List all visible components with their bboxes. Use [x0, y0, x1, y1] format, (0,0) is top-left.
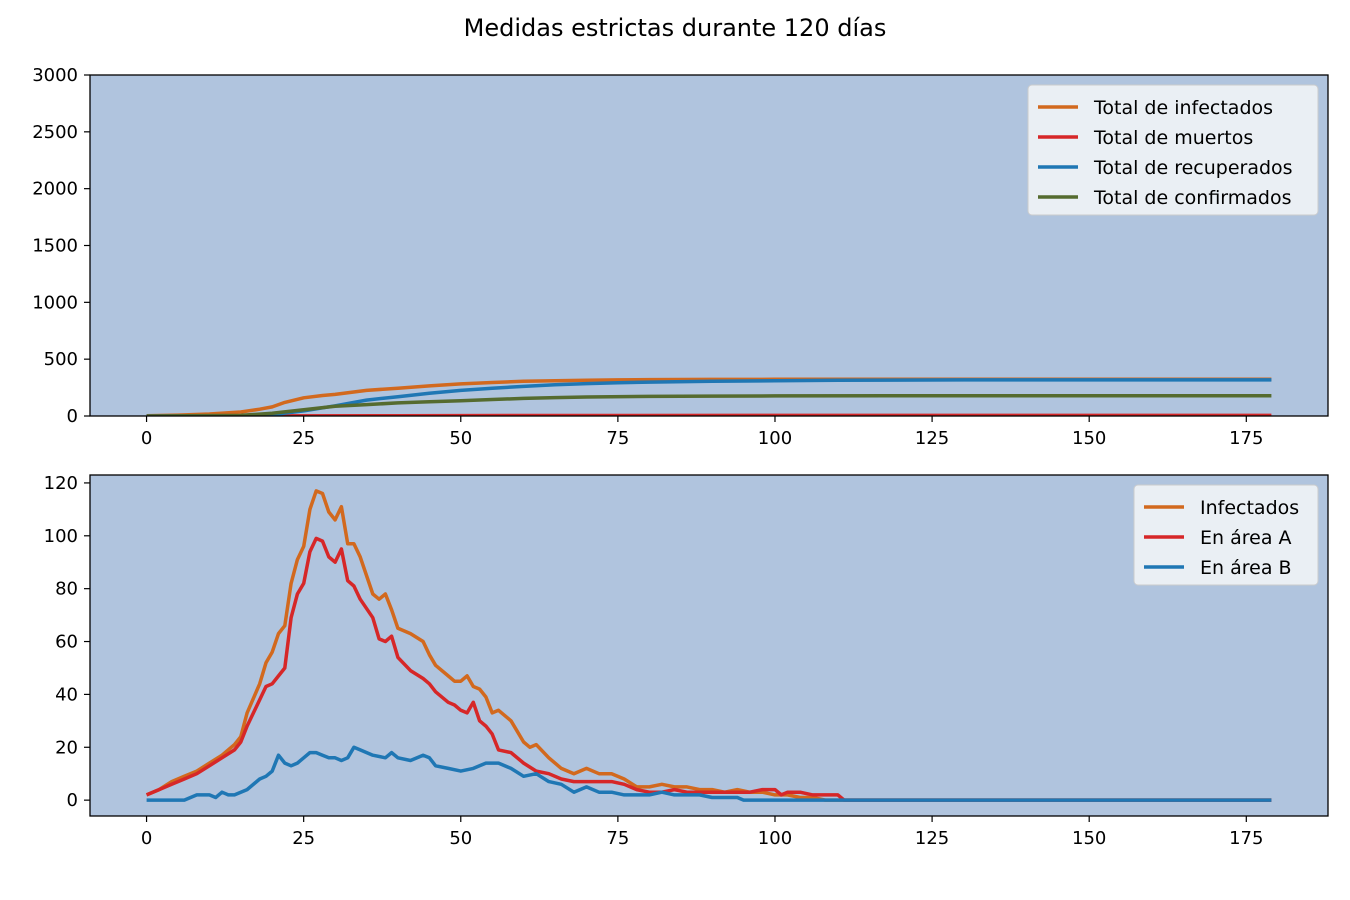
x-tick-label: 25 [292, 428, 315, 449]
legend-label: En área B [1200, 557, 1292, 579]
x-tick-label: 50 [449, 828, 472, 849]
legend-label: Infectados [1200, 497, 1299, 519]
y-tick-label: 60 [55, 632, 78, 653]
y-tick-label: 1500 [32, 236, 78, 257]
y-tick-label: 1000 [32, 292, 78, 313]
y-tick-label: 100 [44, 526, 78, 547]
plot-background [90, 475, 1328, 816]
subplot-2: 0 25 50 75 100 125 150 175 0 20 40 60 80 100 120 Infect… [44, 473, 1329, 849]
x-tick-label: 125 [915, 828, 949, 849]
y-tick-label: 40 [55, 684, 78, 705]
y-tick-label: 0 [67, 790, 78, 811]
legend-label: Total de confirmados [1093, 187, 1292, 209]
series-line-1 [146, 377, 1272, 416]
legend: Infectados En área A En área B [1133, 484, 1319, 586]
figure-title: Medidas estrictas durante 120 días [463, 14, 887, 42]
legend-label: Total de muertos [1093, 127, 1253, 149]
legend-box [1027, 84, 1319, 216]
legend-box [1133, 484, 1319, 586]
y-tick-label: 0 [67, 406, 78, 427]
x-tick-label: 150 [1072, 428, 1106, 449]
subplot-1: 0 25 50 75 100 125 150 175 0 500 1000 1500 2000 2500 3… [32, 65, 1329, 449]
y-tick-label: 3000 [32, 65, 78, 86]
series-lines [145, 489, 1272, 802]
y-tick-label: 80 [55, 579, 78, 600]
legend: Total de infectados Total de muertos Total… [1027, 84, 1319, 216]
series-line-2 [145, 536, 1272, 802]
x-tick-label: 25 [292, 828, 315, 849]
y-tick-label: 20 [55, 737, 78, 758]
series-line-4 [146, 394, 1272, 416]
x-tick-label: 75 [606, 828, 629, 849]
x-tick-label: 175 [1229, 828, 1263, 849]
y-tick-label: 500 [44, 349, 78, 370]
series-line-3 [146, 745, 1272, 802]
axes-frame [89, 474, 1329, 817]
x-tick-label: 75 [606, 428, 629, 449]
y-tick-label: 120 [44, 473, 78, 494]
x-tick-label: 100 [758, 428, 792, 449]
y-tick-label: 2500 [32, 122, 78, 143]
x-tick-label: 150 [1072, 828, 1106, 849]
x-tick-label: 50 [449, 428, 472, 449]
legend-label: En área A [1200, 527, 1292, 549]
x-tick-label: 125 [915, 428, 949, 449]
series-line-1 [145, 489, 1272, 802]
legend-label: Total de infectados [1093, 97, 1273, 119]
y-tick-label: 2000 [32, 179, 78, 200]
x-tick-label: 0 [141, 428, 152, 449]
x-tick-label: 100 [758, 828, 792, 849]
legend-label: Total de recuperados [1093, 157, 1293, 179]
x-tick-label: 175 [1229, 428, 1263, 449]
x-tick-label: 0 [141, 828, 152, 849]
